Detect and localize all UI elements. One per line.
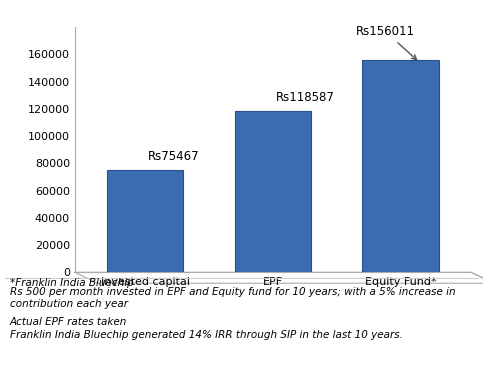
Text: Actual EPF rates taken: Actual EPF rates taken xyxy=(10,317,127,327)
Bar xyxy=(107,170,184,272)
Text: Rs156011: Rs156011 xyxy=(356,25,417,60)
Bar xyxy=(235,111,311,272)
Text: Rs118587: Rs118587 xyxy=(275,91,334,104)
Text: Rs75467: Rs75467 xyxy=(148,150,199,163)
Text: Rs 500 per month invested in EPF and Equity fund for 10 years; with a 5% increas: Rs 500 per month invested in EPF and Equ… xyxy=(10,287,455,309)
Text: *Franklin India Bluechip: *Franklin India Bluechip xyxy=(10,278,133,288)
Bar xyxy=(362,60,439,272)
Text: Franklin India Bluechip generated 14% IRR through SIP in the last 10 years.: Franklin India Bluechip generated 14% IR… xyxy=(10,330,402,340)
